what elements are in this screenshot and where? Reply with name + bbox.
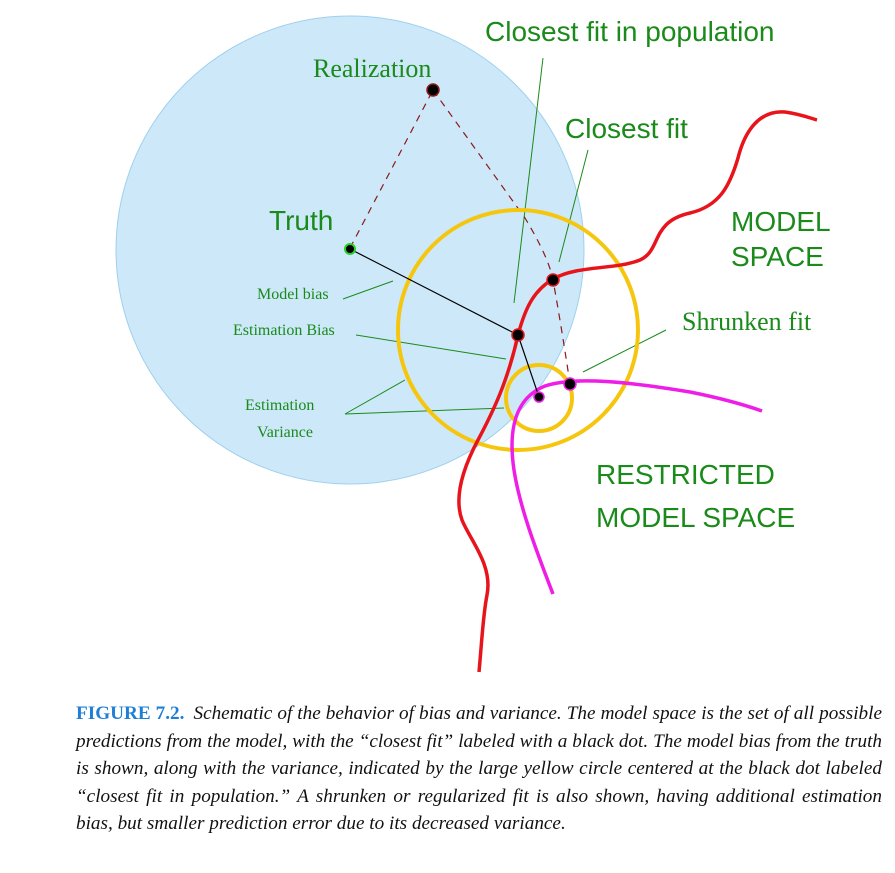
caption-text: Schematic of the behavior of bias and va… [76,703,882,835]
label-realization: Realization [313,54,431,83]
bias-variance-diagram: Closest fit in population Realization Cl… [115,15,831,673]
label-closest-fit-population: Closest fit in population [485,16,775,47]
pointer-estimation-bias [355,334,507,360]
model-bias-line [349,248,519,336]
label-estimation-bias: Estimation Bias [233,322,335,339]
label-restricted-line1: RESTRICTED [596,459,775,490]
closest-fit-dot [546,273,560,287]
pointer-variance-small [344,407,505,415]
estimation-bias-line [517,334,540,398]
label-model-space-line2: SPACE [731,241,824,272]
label-estimation-variance-line1: Estimation [245,397,314,414]
label-model-space-line1: MODEL [731,206,831,237]
label-closest-fit: Closest fit [565,113,688,144]
pointer-closest-fit [558,149,589,263]
label-estimation-variance-line2: Variance [257,424,313,441]
shrunken-fit-dot [563,377,577,391]
figure-caption: FIGURE 7.2. Schematic of the behavior of… [76,700,882,838]
truth-dot [344,243,356,255]
restricted-model-space-curve [510,379,763,595]
realization-dot [426,83,440,97]
label-model-bias: Model bias [257,286,329,303]
dashed-truth-to-realization [349,89,434,249]
pointer-shrunken-fit [582,329,667,373]
label-truth: Truth [269,205,333,236]
variance-circle-large [396,208,640,452]
pointer-model-bias [342,280,394,300]
pointer-variance-large [344,379,406,415]
label-shrunken-fit: Shrunken fit [682,307,812,336]
figure-number: FIGURE 7.2. [76,703,185,724]
population-shrunken-dot [533,391,545,403]
label-restricted-line2: MODEL SPACE [596,502,795,533]
closest-fit-population-dot [511,328,525,342]
variance-circle-small [504,363,574,433]
pointer-closest-fit-population [513,57,544,304]
